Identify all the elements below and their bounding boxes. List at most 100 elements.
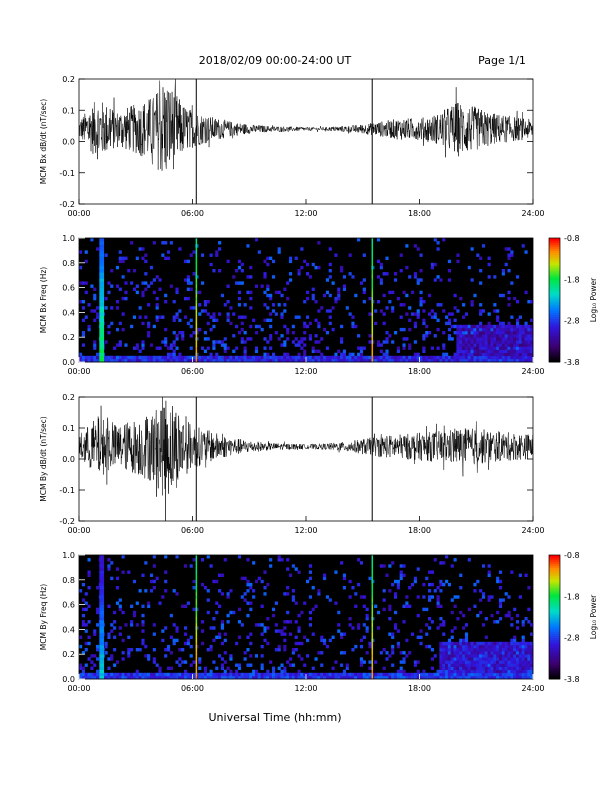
spectrogram-cell [189, 675, 193, 680]
spectrogram-cell [391, 582, 395, 587]
spectrogram-cell [388, 334, 392, 338]
spectrogram-cell [484, 675, 488, 680]
spectrogram-cell [232, 275, 236, 279]
spectrogram-cell [314, 265, 318, 270]
spectrogram-cell [115, 306, 120, 310]
spectrogram-cell [419, 672, 423, 677]
panel-2: 0.00.20.40.60.81.0 -0.8-1.8-2.8-3.8Log₁₀ … [39, 234, 598, 376]
spectrogram-cell [291, 648, 295, 652]
spectrogram-cell [422, 607, 426, 612]
spectrogram-cell [481, 358, 486, 363]
spectrogram-cell [510, 346, 514, 350]
spectrogram-cell [328, 355, 332, 360]
spectrogram-cell [374, 309, 378, 313]
spectrogram-cell [144, 561, 148, 565]
broadband-band-2 [195, 598, 198, 602]
spectrogram-cell [453, 306, 457, 310]
spectrogram-cell [220, 675, 225, 680]
spectrogram-cell [138, 672, 142, 677]
spectrogram-cell [147, 334, 151, 338]
spectrogram-cell [274, 355, 278, 360]
spectrogram-cell [220, 355, 225, 360]
colorbar-step [549, 339, 560, 342]
spectrogram-cell [121, 657, 125, 661]
spectrogram-cell [527, 352, 531, 357]
spectrogram-cell [453, 358, 457, 363]
broadband-band-1 [99, 321, 105, 326]
spectrogram-cell [201, 358, 205, 363]
spectrogram-cell [507, 663, 511, 667]
spectrogram-cell [515, 321, 520, 326]
spectrogram-cell [351, 626, 355, 630]
spectrogram-cell [226, 595, 230, 599]
spectrogram-cell [178, 672, 182, 677]
spectrogram-cell [470, 675, 474, 680]
broadband-band-2 [195, 272, 198, 276]
spectrogram-cell [445, 660, 449, 664]
broadband-band-1 [99, 570, 105, 574]
spectrogram-cell [164, 340, 168, 344]
spectrogram-cell [286, 558, 290, 562]
spectrogram-cell [155, 576, 159, 581]
trace-series [79, 79, 533, 171]
spectrogram-cell [206, 648, 210, 652]
broadband-band-3 [371, 318, 374, 322]
spectrogram-cell [487, 355, 491, 360]
broadband-band-3 [371, 346, 374, 350]
spectrogram-cell [90, 660, 94, 664]
spectrogram-cell [498, 337, 503, 341]
spectrogram-cell [527, 672, 531, 677]
spectrogram-cell [209, 626, 213, 630]
spectrogram-cell [510, 660, 514, 664]
spectrogram-cell [144, 281, 148, 285]
spectrogram-cell [354, 672, 358, 677]
spectrogram-cell [496, 666, 500, 670]
spectrogram-cell [269, 672, 273, 677]
spectrogram-cell [484, 651, 488, 655]
x-tick-label: 24:00 [521, 526, 544, 535]
spectrogram-cell [93, 340, 97, 344]
spectrogram-cell [183, 358, 188, 363]
spectrogram-cell [498, 352, 503, 357]
broadband-band-1 [99, 287, 105, 291]
spectrogram-cell [481, 641, 486, 646]
spectrogram-cell [391, 663, 395, 667]
colorbar-step [549, 672, 560, 676]
spectrogram-cell [291, 672, 295, 677]
spectrogram-cell [141, 247, 145, 251]
spectrogram-cell [79, 672, 83, 677]
spectrogram-cell [135, 355, 139, 360]
spectrogram-cell [240, 623, 244, 627]
spectrogram-cell [507, 672, 511, 677]
spectrogram-cell [456, 343, 460, 347]
spectrogram-cell [246, 675, 250, 680]
broadband-band-2 [195, 241, 198, 245]
spectrogram-cell [334, 253, 338, 257]
spectrogram-cell [405, 675, 409, 680]
spectrogram-cell [283, 358, 287, 363]
spectrogram-cell [436, 595, 440, 599]
spectrogram-cell [93, 672, 97, 677]
spectrogram-cell [490, 324, 494, 329]
spectrogram-cell [263, 629, 267, 633]
spectrogram-cell [141, 620, 145, 624]
spectrogram-cell [288, 620, 293, 624]
spectrogram-cell [172, 641, 176, 646]
spectrogram-cell [487, 675, 491, 680]
spectrogram-cell [277, 303, 281, 307]
broadband-band-3 [371, 247, 374, 251]
spectrogram-cell [481, 334, 486, 338]
spectrogram-cell [513, 663, 517, 667]
spectrogram-cell [365, 675, 369, 680]
colorbar-step [549, 617, 560, 620]
spectrogram-cell [96, 315, 100, 319]
spectrogram-cell [121, 638, 125, 643]
spectrogram-cell [493, 669, 497, 674]
colorbar-step [549, 604, 560, 608]
spectrogram-cell [484, 349, 488, 353]
spectrogram-cell [226, 300, 230, 304]
spectrogram-cell [368, 334, 372, 338]
spectrogram-cell [439, 669, 443, 674]
spectrogram-cell [235, 281, 239, 285]
spectrogram-cell [81, 620, 85, 624]
